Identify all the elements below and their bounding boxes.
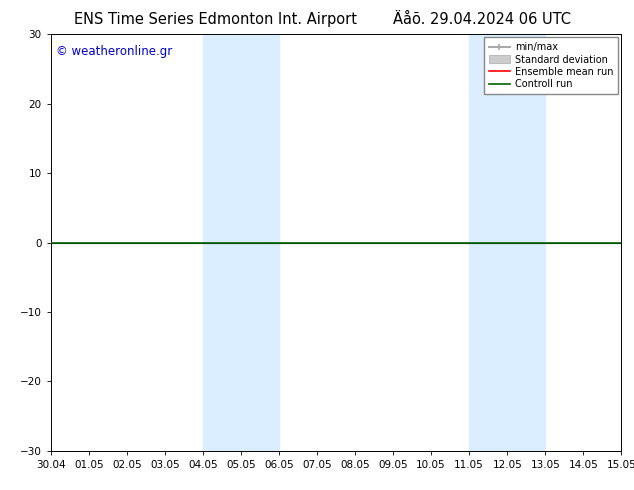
Text: © weatheronline.gr: © weatheronline.gr: [56, 45, 172, 58]
Bar: [469, 34, 545, 451]
Legend: min/max, Standard deviation, Ensemble mean run, Controll run: min/max, Standard deviation, Ensemble me…: [484, 37, 618, 94]
Bar: [203, 34, 279, 451]
Text: Äåõ. 29.04.2024 06 UTC: Äåõ. 29.04.2024 06 UTC: [393, 12, 571, 27]
Text: ENS Time Series Edmonton Int. Airport: ENS Time Series Edmonton Int. Airport: [74, 12, 357, 27]
